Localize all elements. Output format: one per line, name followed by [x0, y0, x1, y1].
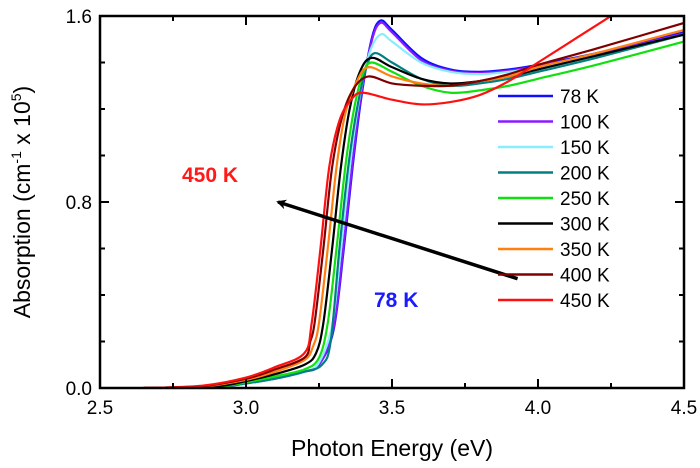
y-label-main: Absorption (cm [9, 164, 35, 319]
legend-item: 150 K [498, 138, 610, 159]
y-tick-label: 0.8 [66, 193, 92, 214]
legend-label: 200 K [560, 164, 610, 185]
tick-labels: 2.5 3.0 3.5 4.0 4.5 0.0 0.8 1.6 [66, 7, 698, 419]
x-tick-label: 3.0 [233, 398, 259, 419]
series-line-200k [143, 33, 684, 388]
legend-item: 78 K [498, 87, 599, 108]
legend: 78 K 100 K 150 K 200 K 250 K 300 K 350 K 400 K 4… [498, 87, 610, 312]
legend-label: 400 K [560, 266, 610, 287]
legend-item: 300 K [498, 215, 610, 236]
y-axis-label: Absorption (cm-1 x 105) [8, 86, 35, 318]
legend-label: 250 K [560, 189, 610, 210]
legend-item: 100 K [498, 113, 610, 134]
x-tick-label: 4.0 [525, 398, 551, 419]
y-label-mid: x 10 [9, 101, 35, 151]
y-tick-label: 0.0 [66, 379, 92, 400]
legend-label: 78 K [560, 87, 599, 108]
series-line-400k [143, 21, 684, 388]
y-label-sup1: -1 [8, 151, 24, 164]
legend-label: 450 K [560, 291, 610, 312]
series-line-300k [143, 33, 684, 388]
legend-item: 350 K [498, 240, 610, 261]
x-tick-label: 2.5 [87, 398, 113, 419]
series-layer [143, 16, 684, 388]
annotation-78k: 78 K [374, 289, 418, 312]
x-tick-label: 3.5 [379, 398, 405, 419]
legend-item: 400 K [498, 266, 610, 287]
legend-item: 250 K [498, 189, 610, 210]
legend-label: 100 K [560, 113, 610, 134]
temperature-arrow [276, 199, 519, 281]
y-label-sup2: 5 [8, 93, 24, 101]
y-label-end: ) [9, 86, 35, 94]
ticks-layer [99, 15, 685, 389]
legend-label: 350 K [560, 240, 610, 261]
legend-label: 150 K [560, 138, 610, 159]
x-axis-label: Photon Energy (eV) [291, 435, 493, 461]
series-line-450k [143, 16, 612, 388]
legend-item: 200 K [498, 164, 610, 185]
x-tick-label: 4.5 [671, 398, 697, 419]
legend-item: 450 K [498, 291, 610, 312]
legend-label: 300 K [560, 215, 610, 236]
series-line-150k [143, 32, 684, 388]
annotation-450k: 450 K [182, 164, 238, 187]
y-tick-label: 1.6 [66, 7, 92, 28]
